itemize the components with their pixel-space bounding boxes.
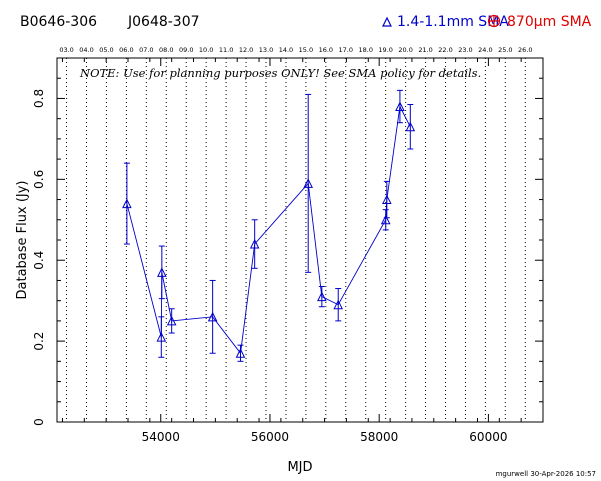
data-point <box>249 238 260 249</box>
top-year-label: 13.0 <box>259 46 273 54</box>
top-year-label: 22.0 <box>438 46 452 54</box>
axis-ticks: 54000 56000 58000 60000 0 0.2 0.4 0.6 0.8 <box>32 58 544 444</box>
y-tick-label: 0.8 <box>32 89 46 108</box>
top-year-label: 10.0 <box>199 46 213 54</box>
data-point <box>382 194 392 205</box>
x-tick-label: 58000 <box>360 430 398 444</box>
data-point <box>235 348 246 358</box>
y-tick-label: 0.6 <box>32 170 46 189</box>
source-name: B0646-306 <box>20 14 97 30</box>
top-year-label: 08.0 <box>159 46 173 54</box>
footer-stamp: mgurwell 30-Apr-2026 10:57 <box>496 470 596 478</box>
top-year-label: 16.0 <box>319 46 333 54</box>
top-year-label: 12.0 <box>239 46 253 54</box>
alt-name: J0648-307 <box>127 14 200 30</box>
top-year-label: 18.0 <box>358 46 372 54</box>
top-year-label: 06.0 <box>119 46 133 54</box>
data-point <box>317 291 327 302</box>
data-point <box>303 178 314 188</box>
year-grid <box>66 58 526 422</box>
y-tick-label: 0 <box>32 418 46 426</box>
planning-note: NOTE: Use for planning purposes ONLY! Se… <box>79 66 481 80</box>
top-year-label: 09.0 <box>179 46 193 54</box>
legend-low: 1.4-1.1mm SMA <box>382 14 509 30</box>
top-year-label: 11.0 <box>219 46 233 54</box>
top-year-axis: 03.0 04.0 05.0 06.0 07.0 08.0 09.0 10.0 11.0 12.0… <box>59 46 532 54</box>
series-line <box>126 105 411 355</box>
legend-high: 870μm SMA <box>487 14 592 30</box>
top-year-label: 17.0 <box>339 46 353 54</box>
y-axis-label: Database Flux (Jy) <box>15 181 30 300</box>
top-year-label: 15.0 <box>299 46 313 54</box>
top-year-label: 23.0 <box>458 46 472 54</box>
top-year-label: 07.0 <box>139 46 153 54</box>
top-year-label: 03.0 <box>59 46 73 54</box>
data-point <box>380 214 391 225</box>
top-year-label: 25.0 <box>498 46 512 54</box>
top-year-label: 19.0 <box>378 46 392 54</box>
y-tick-label: 0.2 <box>32 332 46 351</box>
data-point <box>157 267 167 277</box>
data-point <box>395 101 405 112</box>
top-year-label: 14.0 <box>279 46 293 54</box>
legend-low-label: 1.4-1.1mm SMA <box>397 14 509 30</box>
legend-high-label: 870μm SMA <box>507 14 592 30</box>
top-year-label: 05.0 <box>99 46 113 54</box>
x-axis-label: MJD <box>287 460 312 475</box>
data-point <box>166 315 177 326</box>
y-tick-label: 0.4 <box>32 251 46 270</box>
x-tick-label: 56000 <box>251 430 289 444</box>
top-year-label: 26.0 <box>518 46 532 54</box>
top-year-label: 24.0 <box>478 46 492 54</box>
data-point <box>122 198 132 209</box>
x-tick-label: 54000 <box>142 430 180 444</box>
top-year-label: 21.0 <box>418 46 432 54</box>
x-tick-label: 60000 <box>469 430 507 444</box>
data-point <box>207 311 218 322</box>
top-year-label: 20.0 <box>398 46 412 54</box>
data-point <box>405 121 416 132</box>
top-year-label: 04.0 <box>79 46 93 54</box>
flux-series <box>122 89 416 362</box>
data-point <box>156 331 167 342</box>
legend-triangle-icon <box>382 16 392 27</box>
data-point <box>333 299 344 310</box>
plot-frame <box>56 57 544 423</box>
